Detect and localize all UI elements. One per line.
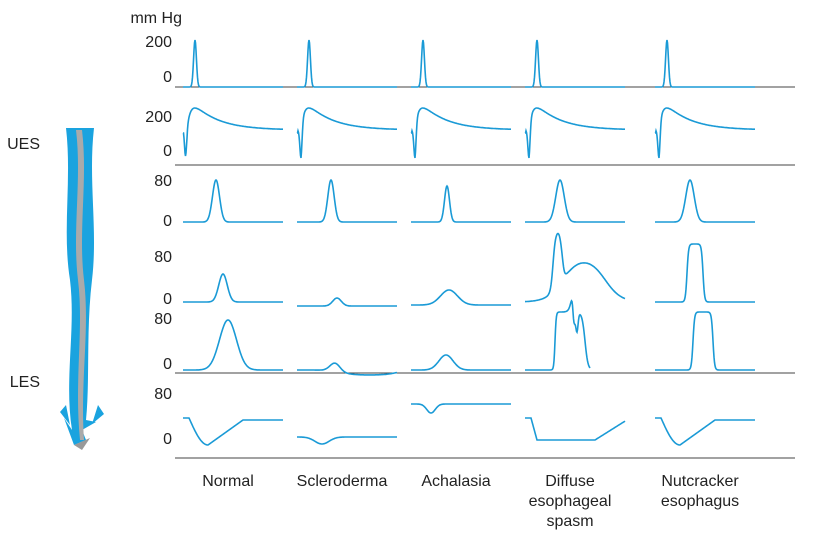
- les-label: LES: [10, 374, 40, 391]
- pressure-trace: [297, 362, 398, 376]
- pressure-trace: [297, 297, 397, 307]
- column-label: esophageal: [529, 493, 612, 510]
- pressure-trace: [525, 299, 591, 371]
- pressure-trace: [654, 107, 755, 159]
- pressure-trace: [525, 417, 626, 441]
- pressure-trace: [524, 107, 625, 159]
- column-label: spasm: [546, 513, 593, 530]
- pressure-trace: [183, 39, 283, 88]
- pressure-trace: [655, 179, 755, 223]
- y-tick-label: 200: [145, 34, 172, 51]
- pressure-trace: [655, 417, 755, 446]
- pressure-trace: [411, 403, 511, 414]
- pressure-trace: [183, 319, 283, 371]
- column-label: Normal: [202, 473, 254, 490]
- pressure-trace: [411, 289, 511, 306]
- y-tick-label: 0: [163, 356, 172, 373]
- pressure-trace: [297, 436, 397, 445]
- column-label: Nutcracker: [661, 473, 739, 490]
- pressure-trace: [525, 179, 625, 223]
- y-tick-label: 80: [154, 173, 172, 190]
- y-tick-label: 0: [163, 431, 172, 448]
- pressure-trace: [183, 178, 283, 223]
- ues-label: UES: [7, 136, 40, 153]
- column-label: Scleroderma: [297, 473, 388, 490]
- pressure-trace: [296, 107, 397, 159]
- pressure-trace: [411, 354, 511, 371]
- pressure-trace: [297, 39, 397, 88]
- pressure-trace: [411, 39, 511, 88]
- pressure-trace: [182, 107, 283, 157]
- pressure-trace: [655, 243, 755, 303]
- y-tick-label: 80: [154, 386, 172, 403]
- pressure-trace: [297, 178, 397, 223]
- y-tick-label: 0: [163, 143, 172, 160]
- y-tick-label: 0: [163, 69, 172, 86]
- pressure-trace: [410, 107, 511, 159]
- esophagus-illustration: [60, 128, 104, 450]
- y-tick-label: 80: [154, 249, 172, 266]
- separators: [175, 86, 795, 459]
- pressure-trace: [411, 184, 511, 223]
- pressure-trace: [183, 417, 283, 446]
- y-tick-label: 0: [163, 291, 172, 308]
- pressure-trace: [655, 311, 755, 371]
- column-label: esophagus: [661, 493, 739, 510]
- units-label: mm Hg: [130, 10, 182, 27]
- y-tick-label: 200: [145, 109, 172, 126]
- pressure-trace: [183, 273, 283, 303]
- column-label: Diffuse: [545, 473, 595, 490]
- pressure-trace: [525, 232, 626, 303]
- y-tick-label: 80: [154, 311, 172, 328]
- pressure-trace: [655, 39, 755, 88]
- pressure-trace: [525, 39, 625, 88]
- column-label: Achalasia: [421, 473, 490, 490]
- y-tick-label: 0: [163, 213, 172, 230]
